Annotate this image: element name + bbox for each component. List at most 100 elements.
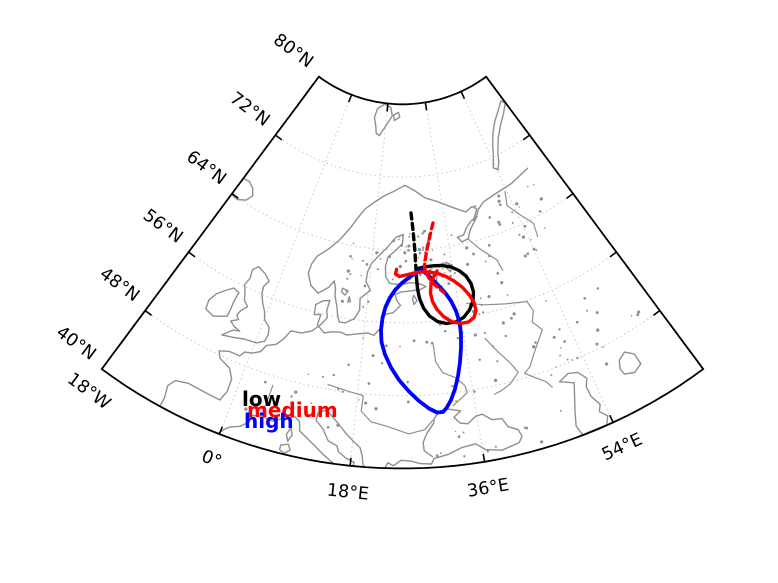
lake-dot [497, 199, 501, 203]
lake-dot [443, 253, 446, 256]
lake-dot [496, 272, 500, 275]
lake-dot [308, 415, 310, 417]
lake-dot [472, 252, 475, 256]
lake-dot [478, 358, 481, 362]
lake-dot [521, 235, 526, 239]
trajectory-low [414, 263, 476, 326]
river-path [432, 342, 468, 407]
lake-dot [429, 258, 433, 262]
lake-dot [443, 329, 447, 333]
lake-dot [388, 255, 392, 259]
lat-label-40: 40°N [52, 322, 99, 364]
lake-dot [449, 274, 452, 278]
lake-dot [466, 262, 470, 266]
lake-dot [380, 362, 384, 365]
lake-dot [352, 242, 355, 245]
lake-dot [538, 210, 542, 213]
lake-dot [456, 336, 460, 340]
lon-label-54: 54°E [599, 430, 646, 466]
lake-dot [512, 312, 516, 316]
tick-mark [218, 426, 224, 435]
lake-dot [455, 400, 458, 403]
river-path [467, 238, 504, 271]
lon-label-18: 18°E [326, 480, 370, 504]
parallel-line [275, 134, 529, 178]
lake-dot [362, 305, 365, 308]
tick-mark [386, 103, 389, 112]
lake-dot [550, 374, 553, 376]
lake-dot [586, 309, 589, 312]
lake-dot [595, 342, 599, 346]
tick-mark [652, 309, 661, 316]
lake-dot [630, 314, 633, 317]
lake-dot [431, 249, 434, 251]
lake-dot [367, 300, 370, 303]
lake-dot [425, 340, 429, 344]
lake-dot [488, 254, 491, 258]
trajectories [379, 211, 478, 415]
lake-dot [379, 258, 382, 260]
lake-dot [412, 339, 416, 343]
lake-dot [399, 345, 401, 348]
lake-dot [417, 247, 422, 252]
lake-dot [439, 452, 442, 455]
lake-dot [307, 373, 310, 376]
lake-dot [418, 251, 422, 255]
lake-dot [347, 363, 350, 367]
lake-dot [539, 197, 543, 201]
lake-dot [501, 321, 505, 325]
lake-dot [365, 262, 369, 266]
lake-dot [405, 246, 407, 248]
river-path [504, 190, 539, 238]
lake-dot [407, 249, 410, 252]
lake-dot [559, 346, 562, 349]
lake-dot [450, 234, 453, 237]
lake-dot [478, 313, 481, 316]
lake-dot [499, 203, 502, 206]
lake-dot [604, 362, 609, 366]
lake-dot [518, 233, 521, 236]
axis-ticks [144, 91, 661, 466]
lake-dot [336, 423, 340, 427]
lake-dot [563, 340, 566, 343]
coastline-path [159, 167, 529, 407]
lake-dot [310, 402, 313, 404]
lake-dot [403, 251, 407, 255]
lake-dot [408, 235, 411, 238]
lake-dot [555, 366, 557, 368]
lake-dot [457, 435, 461, 439]
lake-dot [244, 407, 248, 411]
lake-dot [406, 380, 409, 384]
lake-dot [483, 332, 486, 335]
lake-dot [509, 316, 513, 320]
lake-outline [411, 294, 418, 306]
tick-mark [347, 94, 353, 103]
lake-dot [526, 252, 530, 256]
lake-dot [494, 445, 497, 448]
coastline-path [315, 409, 366, 468]
tick-mark [609, 251, 617, 258]
lake-dot [441, 268, 444, 270]
lake-dot [484, 260, 487, 263]
lake-dot [566, 358, 569, 361]
coastline-path [492, 100, 506, 171]
lake-dot [481, 311, 485, 314]
lake-dot [346, 269, 350, 273]
coastline-path [205, 287, 240, 317]
lake-dot [529, 238, 532, 241]
coastlines [159, 100, 642, 468]
lake-dot [417, 257, 420, 259]
lake-dot [374, 407, 378, 411]
lon-label-0: 0° [199, 447, 225, 473]
lake-dot [526, 185, 529, 188]
lake-dot [364, 401, 368, 405]
lake-dot [361, 259, 364, 262]
lake-dot [595, 311, 599, 315]
lat-label-72: 72°N [226, 89, 273, 131]
lake-dot [407, 244, 411, 248]
river-path [484, 337, 519, 395]
lake-dot [400, 244, 403, 247]
lake-dot [391, 278, 394, 281]
lake-dot [558, 328, 561, 331]
